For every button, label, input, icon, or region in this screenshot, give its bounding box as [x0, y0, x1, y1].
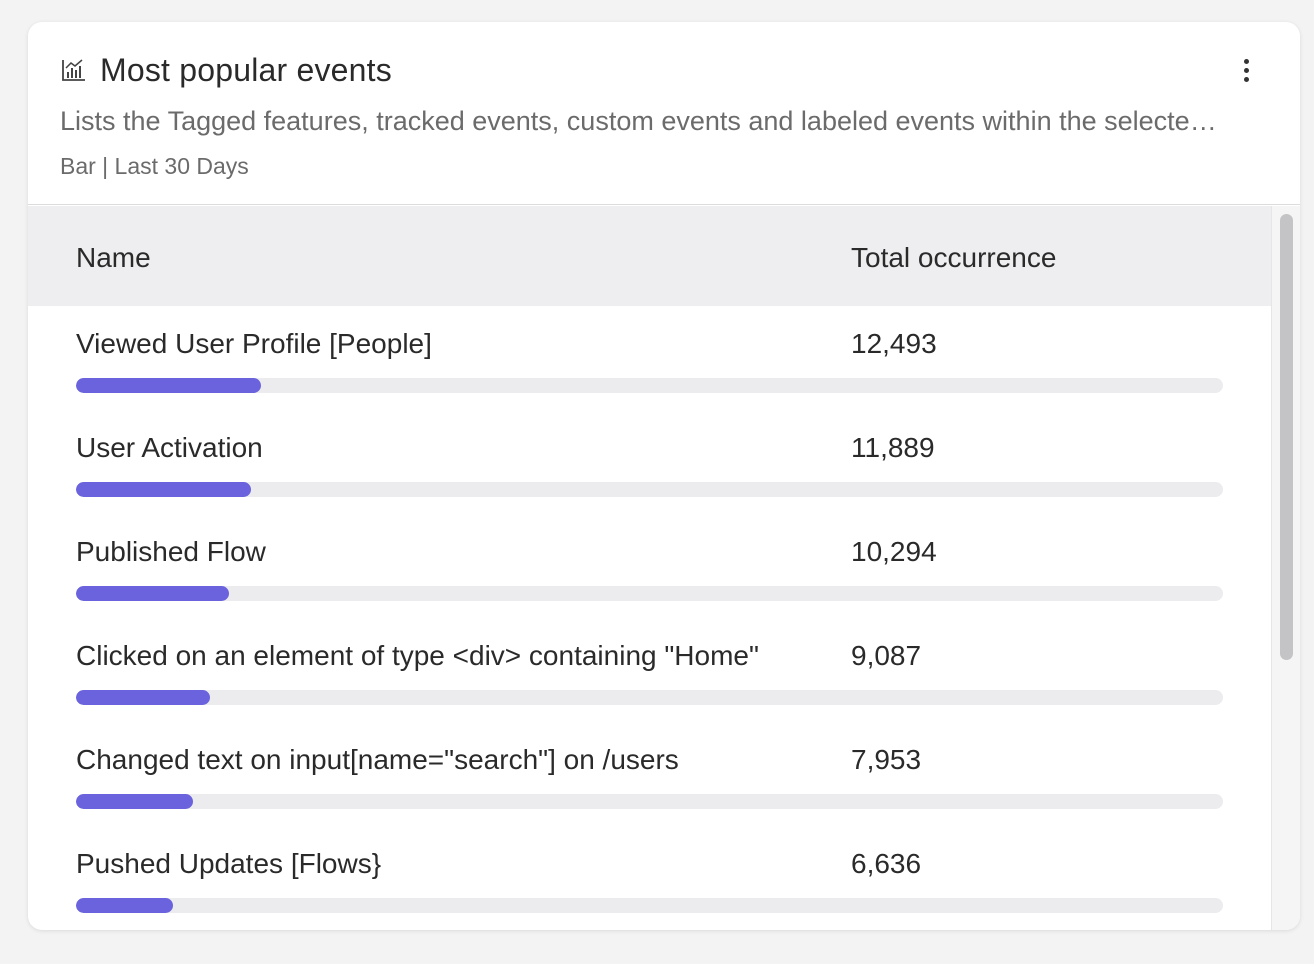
- event-total: 7,953: [851, 744, 922, 775]
- occurrence-bar-fill: [76, 898, 174, 913]
- occurrence-bar-track: [76, 898, 1223, 913]
- occurrence-bar-fill: [76, 794, 193, 809]
- title-row: Most popular events: [60, 50, 392, 90]
- column-header-name[interactable]: Name: [76, 242, 151, 273]
- occurrence-bar-track: [76, 794, 1223, 809]
- table-row[interactable]: User Activation 11,889: [28, 410, 1271, 514]
- table-scrollbar[interactable]: [1271, 206, 1300, 930]
- card-title: Most popular events: [100, 51, 392, 88]
- event-total: 6,636: [851, 848, 922, 879]
- table-row[interactable]: Changed text on input[name="search"] on …: [28, 722, 1271, 826]
- card-meta: Bar | Last 30 Days: [60, 153, 249, 179]
- event-name: Clicked on an element of type <div> cont…: [76, 640, 759, 671]
- table-row[interactable]: Viewed User Profile [People] 12,493: [28, 306, 1271, 410]
- occurrence-bar-track: [76, 482, 1223, 497]
- occurrence-bar-track: [76, 586, 1223, 601]
- table-row[interactable]: Clicked on an element of type <div> cont…: [28, 618, 1271, 722]
- bar-chart-icon: [62, 59, 85, 81]
- event-total: 10,294: [851, 536, 937, 567]
- column-header-total[interactable]: Total occurrence: [851, 242, 1057, 273]
- more-options-button[interactable]: [1230, 52, 1262, 88]
- scrollbar-thumb[interactable]: [1280, 214, 1293, 660]
- event-total: 11,889: [851, 432, 935, 463]
- table-row[interactable]: Published Flow 10,294: [28, 514, 1271, 618]
- more-vertical-icon: [1243, 58, 1249, 64]
- event-name: Viewed User Profile [People]: [76, 328, 432, 359]
- event-name: Changed text on input[name="search"] on …: [76, 744, 679, 775]
- events-table: Name Total occurrence Viewed User Profil…: [28, 206, 1271, 930]
- occurrence-bar-fill: [76, 482, 252, 497]
- event-total: 9,087: [851, 640, 922, 671]
- event-total: 12,493: [851, 328, 937, 359]
- popular-events-card: Most popular events Lists the Tagged fea…: [28, 22, 1300, 930]
- occurrence-bar-track: [76, 690, 1223, 705]
- event-name: Pushed Updates [Flows}: [76, 848, 382, 879]
- event-name: Published Flow: [76, 536, 266, 567]
- occurrence-bar-fill: [76, 378, 261, 393]
- occurrence-bar-fill: [76, 586, 229, 601]
- card-description: Lists the Tagged features, tracked event…: [60, 106, 1220, 136]
- occurrence-bar-track: [76, 378, 1223, 393]
- table-row[interactable]: Pushed Updates [Flows} 6,636: [28, 826, 1271, 930]
- event-name: User Activation: [76, 432, 263, 463]
- occurrence-bar-fill: [76, 690, 211, 705]
- table-body: Viewed User Profile [People] 12,493 User…: [28, 306, 1271, 930]
- table-header: Name Total occurrence: [28, 206, 1271, 306]
- card-header: Most popular events Lists the Tagged fea…: [28, 22, 1300, 205]
